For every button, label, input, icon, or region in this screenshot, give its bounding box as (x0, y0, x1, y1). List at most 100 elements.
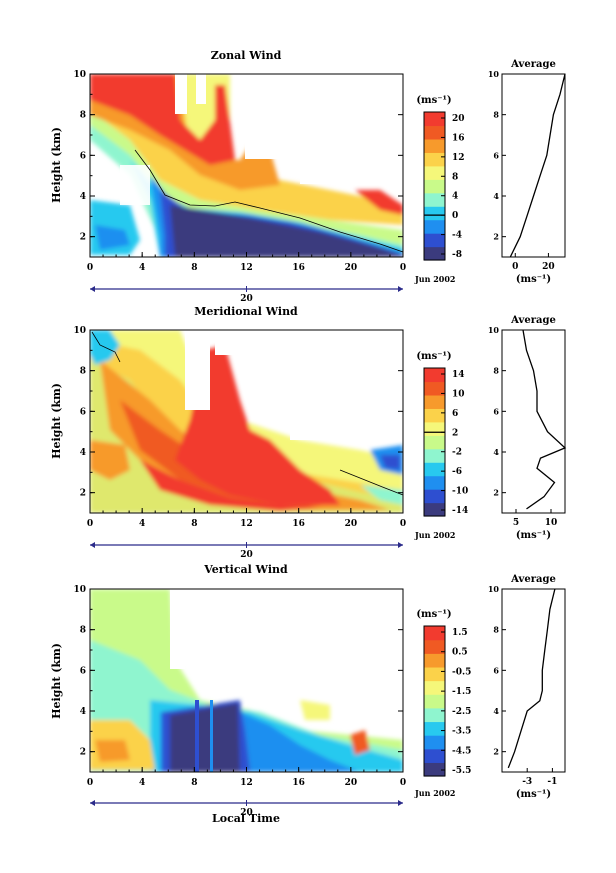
colorbar-tick-label: -1.5 (452, 687, 471, 697)
y-tick-label: 6 (80, 151, 86, 161)
x-tick-label: 4 (139, 263, 145, 273)
colorbar-tick-label: -10 (452, 487, 468, 497)
x-tick-label: 0 (400, 263, 406, 273)
profile-frame (501, 73, 566, 258)
x-tick-label: 16 (292, 263, 305, 273)
profile-x-tick-label: 0 (512, 262, 518, 272)
zero-contour (91, 331, 404, 496)
profile-unit: (ms⁻¹) (516, 530, 551, 541)
colorbar-swatch (424, 381, 445, 396)
profile-y-tick-label: 6 (493, 665, 499, 675)
profile-unit: (ms⁻¹) (516, 274, 551, 285)
day-label: 20 (240, 550, 253, 560)
colorbar: (ms⁻¹)1.5 0.5 -0.5 -1.5 -2.5 -3.5 -4.5 -5.5 (416, 609, 471, 777)
panel-title: Vertical Wind (203, 563, 288, 576)
x-ticks: 0 4 8 12 16 20 0 (87, 252, 406, 273)
colorbar-swatch (424, 680, 445, 695)
colorbar-swatch (424, 394, 445, 409)
x-tick-label: 4 (139, 519, 145, 529)
profile-x-tick-label: 5 (513, 518, 519, 528)
profile-x-tick-label: -3 (522, 777, 532, 787)
right-arrow-icon (398, 286, 403, 292)
profile-y-tick-label: 8 (493, 366, 499, 376)
colorbar-frame (423, 111, 446, 261)
y-axis-label: Height (km) (50, 643, 63, 719)
x-tick-label: 20 (345, 263, 358, 273)
colorbar-tick-label: 2 (452, 428, 458, 438)
profile-frame (501, 588, 566, 773)
y-tick-label: 10 (73, 585, 86, 595)
date-label: Jun 2002 (414, 788, 455, 798)
profile-line (509, 73, 566, 258)
colorbar-swatch (424, 735, 445, 750)
right-arrow-icon (398, 800, 403, 806)
colorbar-tick-label: 6 (452, 409, 458, 419)
profile-y-tick-label: 4 (493, 447, 499, 457)
colorbar-swatch (424, 448, 445, 463)
left-arrow-icon (90, 542, 95, 548)
x-tick-label: 0 (400, 778, 406, 788)
colorbar-swatch (424, 489, 445, 504)
colorbar-tick-label: 0 (452, 211, 458, 221)
profile-line (507, 588, 556, 769)
x-tick-label: 0 (87, 778, 93, 788)
colorbar-unit: (ms⁻¹) (416, 609, 451, 620)
x-tick-label: 20 (345, 778, 358, 788)
profile-y-tick-label: 8 (493, 110, 499, 120)
y-ticks: 2 4 6 8 10 (73, 585, 403, 773)
x-tick-label: 12 (240, 519, 253, 529)
profile-unit: (ms⁻¹) (516, 789, 551, 800)
x-tick-label: 12 (240, 263, 253, 273)
colorbar-swatch (424, 748, 445, 763)
colorbar-tick-label: -4.5 (452, 746, 471, 756)
profile-y-tick-label: 10 (488, 584, 500, 594)
right-arrow-icon (398, 542, 403, 548)
x-tick-label: 8 (191, 778, 197, 788)
panel-title: Meridional Wind (194, 305, 298, 318)
colorbar-swatch (424, 219, 445, 234)
x-tick-label: 8 (191, 263, 197, 273)
profile-y-tick-label: 6 (493, 406, 499, 416)
profile-x-tick-label: -1 (547, 777, 557, 787)
colorbar-swatch (424, 152, 445, 167)
x-tick-label: 12 (240, 778, 253, 788)
heatmap-zonal (90, 74, 404, 257)
day-axis: 20 Jun 2002 (90, 274, 455, 304)
y-axis-label: Height (km) (50, 383, 63, 459)
x-ticks: 0 4 8 12 16 20 0 (87, 508, 406, 529)
x-ticks: 0 4 8 12 16 20 0 (87, 767, 406, 788)
colorbar-tick-label: 14 (452, 370, 465, 380)
x-tick-label: 20 (345, 519, 358, 529)
colorbar-swatch (424, 475, 445, 490)
profile-title: Average (510, 59, 556, 70)
colorbar-swatch (424, 666, 445, 682)
colorbar-swatch (424, 125, 445, 140)
colorbar: (ms⁻¹)14 10 6 2 -2 -6 -10 -14 (416, 351, 468, 517)
profile-title: Average (510, 315, 556, 326)
day-label: 20 (240, 808, 253, 818)
profile-line (522, 329, 567, 510)
zero-contour (134, 149, 404, 253)
colorbar-swatch (424, 707, 445, 723)
colorbar-tick-label: 1.5 (452, 628, 468, 638)
colorbar-swatch (424, 138, 445, 153)
y-ticks: 2 4 6 8 10 (73, 326, 403, 514)
colorbar-swatch (424, 246, 445, 261)
colorbar-swatch (424, 233, 445, 248)
profile-y-tick-label: 8 (493, 625, 499, 635)
colorbar: (ms⁻¹)20 16 12 8 4 0 -4 -8 (416, 95, 465, 261)
colorbar-frame (423, 367, 446, 517)
colorbar-swatch (424, 762, 445, 777)
day-axis: 20 Jun 2002 (90, 788, 455, 818)
panel-zonal: Zonal Wind (50, 49, 566, 304)
x-tick-label: 16 (292, 519, 305, 529)
colorbar-tick-label: 16 (452, 133, 465, 143)
colorbar-tick-label: 8 (452, 172, 458, 182)
profile-y-tick-label: 4 (493, 191, 499, 201)
colorbar-tick-label: 0.5 (452, 648, 468, 658)
colorbar-swatch (424, 192, 445, 207)
profile-x-tick-label: 10 (545, 518, 558, 528)
colorbar-swatch (424, 502, 445, 517)
y-tick-label: 4 (80, 707, 86, 717)
